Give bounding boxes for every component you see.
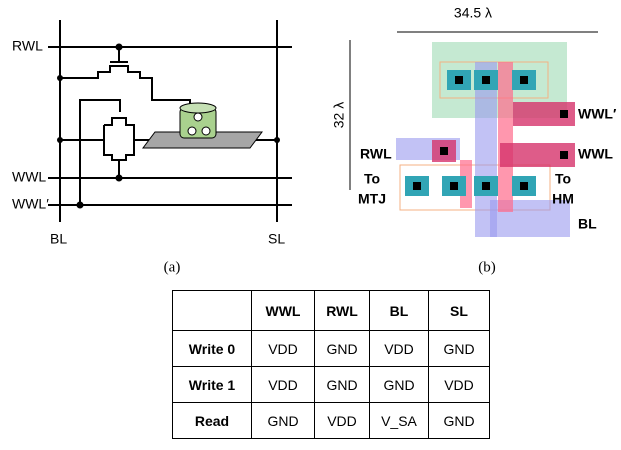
corner xyxy=(173,291,252,331)
label: SL xyxy=(268,231,285,247)
cell: VDD xyxy=(252,367,315,403)
header: SL xyxy=(429,291,490,331)
figure: RWL WWL WWL′ BL SL (a) 34.5 λ 32 λ RWL T… xyxy=(0,0,621,290)
label: MTJ xyxy=(358,191,386,207)
mtj-top xyxy=(180,103,216,113)
cell: GND xyxy=(315,331,370,367)
cell: Write 0 xyxy=(173,331,252,367)
cell: GND xyxy=(315,367,370,403)
cell: GND xyxy=(370,367,429,403)
header: WWL xyxy=(252,291,315,331)
label: To xyxy=(555,171,571,187)
label: RWL xyxy=(360,146,392,162)
label: WWL′ xyxy=(578,106,617,122)
header: RWL xyxy=(315,291,370,331)
cell: GND xyxy=(252,403,315,439)
label: RWL xyxy=(12,38,43,54)
node xyxy=(274,137,280,143)
node xyxy=(57,75,63,81)
cell: VDD xyxy=(370,331,429,367)
schematic xyxy=(48,20,292,222)
node xyxy=(77,202,84,209)
label: BL xyxy=(578,216,597,232)
label: To xyxy=(364,171,380,187)
cell: GND xyxy=(429,331,490,367)
dimension-label: 32 λ xyxy=(331,102,347,128)
dimension-label: 34.5 λ xyxy=(454,5,492,21)
cell: VDD xyxy=(429,367,490,403)
cell: V_SA xyxy=(370,403,429,439)
cell: GND xyxy=(429,403,490,439)
poly xyxy=(498,62,513,212)
label: WWL xyxy=(578,146,613,162)
node xyxy=(57,137,63,143)
node xyxy=(116,175,123,182)
symbol xyxy=(194,113,202,121)
label: BL xyxy=(50,231,67,247)
symbol xyxy=(188,127,196,135)
cell: Read xyxy=(173,403,252,439)
label: WWL′ xyxy=(12,196,49,212)
page: RWL WWL WWL′ BL SL (a) 34.5 λ 32 λ RWL T… xyxy=(0,0,621,450)
label: WWL xyxy=(12,169,46,185)
caption: (b) xyxy=(478,259,496,275)
cell: VDD xyxy=(252,331,315,367)
label: HM xyxy=(552,191,574,207)
caption: (a) xyxy=(164,259,181,275)
header: BL xyxy=(370,291,429,331)
node xyxy=(116,44,123,51)
symbol xyxy=(202,127,210,135)
cell: VDD xyxy=(315,403,370,439)
cell: Write 1 xyxy=(173,367,252,403)
header-row: WWL RWL BL SL xyxy=(173,291,490,331)
